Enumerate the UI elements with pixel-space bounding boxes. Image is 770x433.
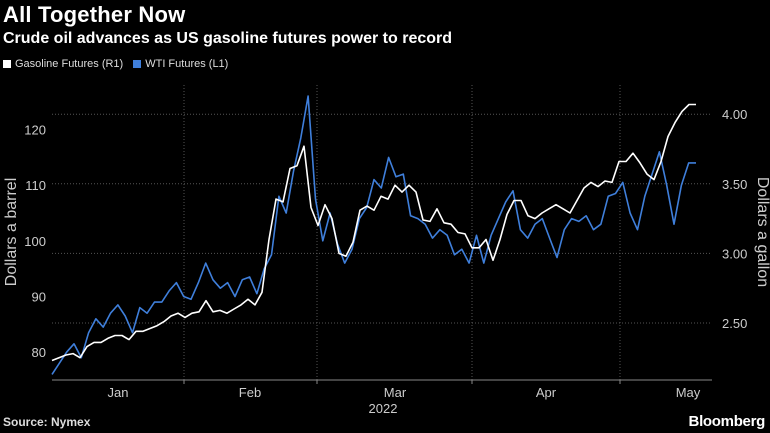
source-note: Source: Nymex [3, 415, 91, 429]
legend-swatch-wti [133, 60, 142, 68]
y-left-axis-label: Dollars a barrel [3, 178, 20, 286]
x-year-label: 2022 [369, 401, 398, 416]
y-right-tick-label: 2.50 [722, 316, 747, 331]
y-right-axis-label: Dollars a gallon [754, 177, 770, 287]
chart-title: All Together Now [3, 2, 186, 27]
x-tick-label: Mar [384, 385, 407, 400]
y-left-tick-label: 90 [32, 290, 46, 305]
wti-futures-line [51, 95, 696, 375]
legend: Gasoline Futures (R1) WTI Futures (L1) [3, 58, 228, 70]
legend-item-gasoline: Gasoline Futures (R1) [3, 58, 123, 70]
series-layer [51, 95, 696, 375]
y-left-tick-label: 120 [24, 123, 46, 138]
y-right-tick-label: 3.00 [722, 246, 747, 261]
legend-item-wti: WTI Futures (L1) [133, 58, 228, 70]
grid-layer [52, 85, 712, 380]
y-left-tick-label: 110 [25, 178, 46, 193]
axis-layer: 80 90 100 110 120 2.50 3.00 3.50 4.00 Jan Feb Mar Ap… [3, 107, 770, 416]
chart-subtitle: Crude oil advances as US gasoline future… [3, 30, 453, 47]
legend-swatch-gasoline [3, 60, 11, 68]
x-tick-label: Apr [536, 385, 557, 400]
y-left-tick-label: 80 [32, 345, 46, 360]
y-right-tick-label: 4.00 [722, 107, 747, 122]
x-tick-label: Feb [239, 385, 261, 400]
x-tick-label: Jan [108, 385, 129, 400]
y-right-tick-label: 3.50 [722, 177, 747, 192]
bloomberg-logo: Bloomberg [688, 413, 766, 430]
y-left-tick-label: 100 [24, 234, 46, 249]
gasoline-futures-line [51, 103, 696, 362]
legend-label-gasoline: Gasoline Futures (R1) [15, 58, 124, 70]
legend-label-wti: WTI Futures (L1) [145, 58, 229, 70]
x-tick-label: May [676, 385, 701, 400]
